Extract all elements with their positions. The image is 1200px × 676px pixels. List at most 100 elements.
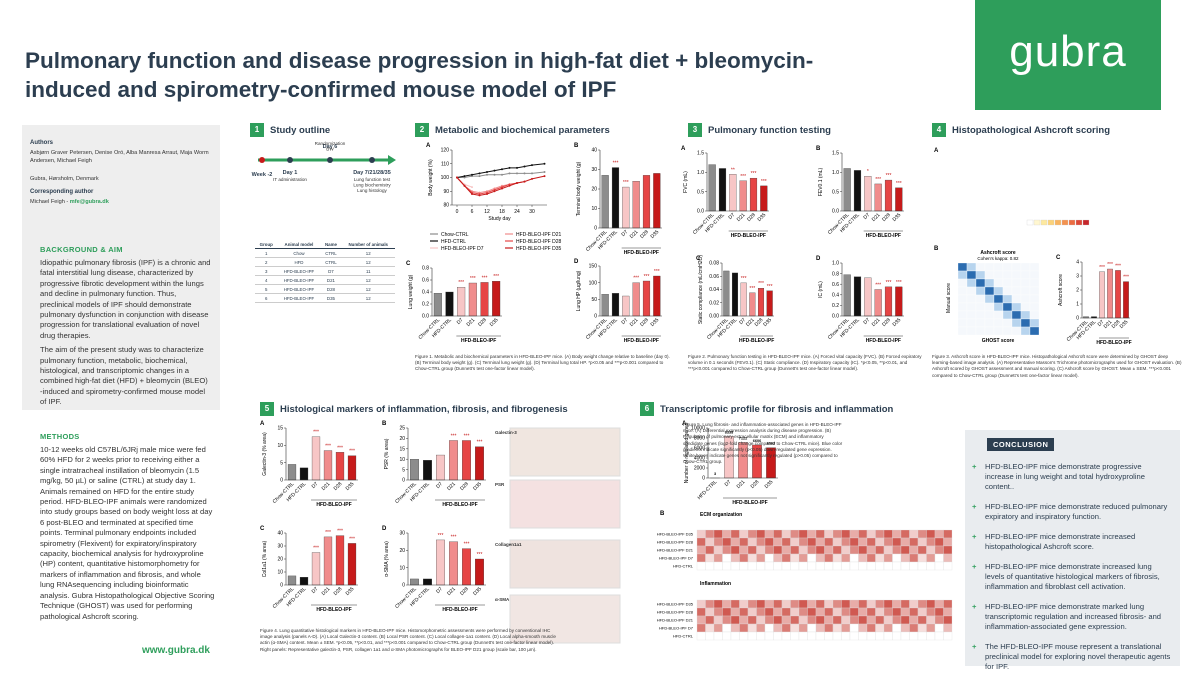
- panel-label: B: [574, 143, 579, 149]
- y-tick-label: 0: [702, 476, 705, 482]
- heatmap-cell: [730, 599, 740, 609]
- heatmap-cell: [739, 561, 749, 571]
- sidebar: [22, 125, 220, 410]
- x-tick-label: D35: [472, 481, 483, 492]
- heatmap-cell: [858, 537, 868, 547]
- heatmap-cell: [824, 553, 834, 563]
- bar: [749, 177, 758, 212]
- heatmap-cell: [858, 545, 868, 555]
- bar: [1115, 270, 1121, 319]
- significance: ***: [313, 546, 319, 552]
- group-label: HFD-BLEO-IPF: [1096, 340, 1131, 346]
- x-tick-label: D28: [639, 317, 650, 328]
- matrix-cell: [975, 310, 986, 320]
- y-tick-label: 8000: [694, 436, 705, 442]
- heatmap-cell: [892, 545, 902, 555]
- table-row: 4 HFD-BLEO-IPF D21 12: [255, 275, 395, 285]
- heatmap-cell: [756, 553, 766, 563]
- email[interactable]: mfe@gubra.dk: [69, 199, 109, 205]
- heatmap-cell: [722, 529, 732, 539]
- heatmap-cell: [909, 615, 919, 625]
- histology-image: [509, 427, 621, 477]
- x-tick-label: D28: [459, 586, 470, 597]
- heatmap-cell: [858, 607, 868, 617]
- x-tick-label: D21: [446, 586, 457, 597]
- conclusion-item: HFD-BLEO-IPF mice demonstrate reduced pu…: [965, 502, 1172, 522]
- heatmap-cell: [934, 631, 944, 641]
- heatmap-cell: [705, 529, 715, 539]
- significance: ***: [451, 433, 457, 439]
- heatmap-cell: [858, 623, 868, 633]
- significance: ***: [767, 284, 773, 290]
- bar: [723, 270, 730, 317]
- x-tick-label: D35: [650, 317, 661, 328]
- heatmap-cell: [875, 631, 885, 641]
- y-tick-label: 0: [280, 583, 283, 589]
- heatmap-cell: [883, 545, 893, 555]
- url[interactable]: www.gubra.dk: [142, 645, 210, 656]
- section-number: 3: [688, 123, 702, 137]
- heatmap-cell: [841, 537, 851, 547]
- heatmap-cell: [926, 561, 936, 571]
- timeline-detail: IT administration: [273, 177, 307, 182]
- scale-swatch: [1082, 219, 1090, 226]
- section-header: 5 Histological markers of inflammation, f…: [260, 402, 568, 416]
- point: [493, 173, 496, 176]
- heatmap-cell: [858, 529, 868, 539]
- matrix-cell: [975, 286, 986, 296]
- y-tick-label: 0: [594, 226, 597, 232]
- section-header: 1 Study outline: [250, 123, 330, 137]
- heatmap-cell: [815, 615, 825, 625]
- significance: ***: [875, 177, 881, 183]
- section-title: Histopathological Ashcroft scoring: [952, 124, 1110, 136]
- group-label: HFD-BLEO-IPF: [316, 607, 351, 613]
- heatmap-cell: [900, 545, 910, 555]
- heatmap-cell: [696, 623, 706, 633]
- heatmap-cell: [866, 553, 876, 563]
- matrix-cell: [993, 302, 1004, 312]
- significance: ***: [313, 430, 319, 436]
- heatmap-cell: [866, 529, 876, 539]
- heatmap-cell: [790, 615, 800, 625]
- y-tick-label: 0: [402, 478, 405, 484]
- matrix-cell: [1029, 310, 1040, 320]
- table-cell: CTRL: [320, 248, 342, 258]
- table-cell: D28: [320, 284, 342, 294]
- matrix-cell: [1011, 278, 1022, 288]
- y-tick-label: 1.0: [832, 170, 839, 176]
- matrix-cell: [1011, 286, 1022, 296]
- y-axis-label: Ashcroft score: [1058, 274, 1064, 306]
- heatmap-cell: [705, 599, 715, 609]
- heatmap-cell: [943, 615, 953, 625]
- heatmap-cell: [764, 615, 774, 625]
- heatmap-cell: [900, 615, 910, 625]
- matrix-cell: [975, 318, 986, 328]
- heatmap-cell: [875, 545, 885, 555]
- heatmap-cell: [730, 529, 740, 539]
- matrix-cell: [1002, 262, 1013, 272]
- heatmap-cell: [900, 631, 910, 641]
- table-header: Group Animal model Name Number of animals: [255, 240, 395, 249]
- x-tick-label: D21: [736, 212, 747, 223]
- x-tick-label: D35: [489, 317, 500, 328]
- heatmap-cell: [892, 553, 902, 563]
- bar: [1107, 268, 1113, 319]
- heatmap-cell: [917, 553, 927, 563]
- heatmap-cell: [747, 623, 757, 633]
- heatmap-cell: [807, 529, 817, 539]
- heatmap-cell: [747, 537, 757, 547]
- heatmap-cell: [739, 545, 749, 555]
- heatmap-cell: [934, 553, 944, 563]
- x-tick-label: D28: [459, 481, 470, 492]
- heatmap-cell: [773, 607, 783, 617]
- heatmap-cell: [824, 623, 834, 633]
- heatmap-title: ECM organization: [700, 512, 742, 518]
- group-label: HFD-BLEO-IPF: [461, 338, 496, 344]
- heatmap-cell: [739, 529, 749, 539]
- bar: [436, 454, 445, 481]
- bar: [632, 181, 640, 229]
- y-tick-label: 1.5: [832, 151, 839, 157]
- y-tick-label: 10: [591, 206, 597, 212]
- y-tick-label: 10: [277, 443, 283, 449]
- bar: [335, 452, 345, 481]
